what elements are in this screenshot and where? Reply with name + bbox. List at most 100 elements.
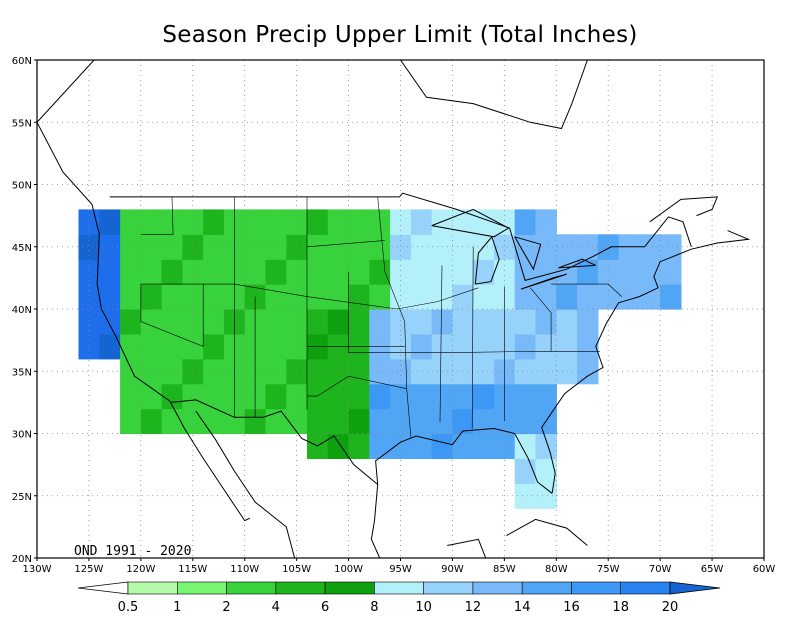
precip-cell — [390, 209, 412, 235]
precip-cell — [369, 383, 391, 410]
precip-cell — [597, 234, 620, 260]
colorbar-label: 2 — [222, 600, 230, 615]
colorbar-label: 12 — [465, 600, 482, 615]
precip-cell — [473, 309, 495, 335]
coastline — [558, 258, 597, 269]
precip-cell — [431, 209, 454, 235]
precip-cell — [182, 234, 204, 260]
precip-cell — [410, 408, 433, 435]
x-tick-label: 90W — [441, 564, 464, 575]
precip-cell — [514, 234, 537, 260]
precip-cell — [514, 259, 537, 285]
precip-cell — [410, 309, 433, 335]
state-border — [307, 375, 407, 397]
precip-cell — [431, 408, 454, 435]
precip-cell — [369, 309, 391, 335]
precip-cell — [140, 358, 163, 385]
colorbar-label: 6 — [321, 600, 329, 615]
precip-cell — [431, 259, 454, 285]
colorbar-box — [226, 581, 277, 595]
precip-cell — [307, 209, 329, 235]
state-border — [140, 283, 479, 310]
precip-cell — [327, 209, 350, 235]
coastline — [649, 196, 719, 223]
precip-cell — [514, 408, 537, 435]
colorbar-box — [620, 581, 671, 595]
x-tick-label: 70W — [649, 564, 672, 575]
precip-cell — [535, 333, 557, 360]
precip-cell — [431, 309, 454, 335]
precip-cell — [660, 259, 682, 285]
precip-cell — [161, 333, 183, 360]
precip-cell — [161, 259, 183, 285]
coastline — [514, 236, 542, 271]
precip-cell — [452, 358, 474, 385]
state-border — [439, 265, 443, 423]
precip-cell — [473, 358, 495, 385]
colorbar-low-arrow — [77, 581, 129, 595]
precip-cell — [431, 333, 454, 360]
longitude-ticks: 130W 125W 120W 115W 110W 105W 100W 95W 90W 85W 80W… — [23, 558, 775, 575]
x-tick-label: 80W — [545, 564, 568, 575]
precip-cell — [78, 259, 100, 285]
precip-cell — [410, 234, 433, 260]
y-tick-label: 40N — [12, 305, 32, 316]
precip-cell — [556, 259, 578, 285]
precip-cell — [390, 383, 412, 410]
precip-cell — [473, 209, 495, 235]
precip-cell — [514, 358, 537, 385]
precip-cell — [120, 408, 142, 435]
precip-cell — [639, 259, 661, 285]
precip-cell — [431, 383, 454, 410]
precip-cell — [410, 383, 433, 410]
precip-cell — [327, 433, 350, 459]
precip-cell — [140, 309, 163, 335]
coastline — [400, 60, 588, 130]
precip-field — [78, 209, 682, 509]
precip-cell — [514, 383, 537, 410]
x-tick-label: 120W — [126, 564, 155, 575]
precip-cell — [535, 284, 557, 310]
precip-cell — [348, 408, 370, 435]
precip-cell — [410, 333, 433, 360]
coastline — [474, 235, 500, 285]
precip-cell — [577, 309, 599, 335]
precip-cell — [452, 433, 474, 459]
precip-cell — [140, 209, 163, 235]
coastline — [370, 484, 381, 558]
coastline — [431, 208, 510, 238]
precip-cell — [140, 333, 163, 360]
precip-cell — [597, 259, 620, 285]
precip-cell — [535, 209, 557, 235]
precip-cell — [140, 383, 163, 410]
precip-cell — [161, 383, 183, 410]
precip-cell — [348, 234, 370, 260]
precip-cell — [286, 383, 308, 410]
precip-cell — [639, 234, 661, 260]
precip-cell — [473, 284, 495, 310]
precip-cell — [99, 209, 121, 235]
precip-cell — [244, 234, 267, 260]
precip-cell — [452, 234, 474, 260]
x-tick-label: 105W — [282, 564, 311, 575]
precip-cell — [535, 483, 557, 509]
precip-cell — [369, 433, 391, 459]
precip-cell — [473, 333, 495, 360]
precip-cell — [203, 259, 225, 285]
precip-cell — [494, 408, 516, 435]
precip-cell — [390, 259, 412, 285]
precip-cell — [327, 234, 350, 260]
precip-cell — [203, 358, 225, 385]
precip-cell — [140, 408, 163, 435]
precip-cell — [182, 309, 204, 335]
precip-cell — [514, 309, 537, 335]
precip-cell — [265, 209, 287, 235]
precip-cell — [120, 383, 142, 410]
precip-cell — [577, 333, 599, 360]
state-border — [348, 271, 600, 353]
precip-cell — [639, 284, 661, 310]
x-tick-label: 110W — [230, 564, 259, 575]
x-tick-label: 75W — [597, 564, 620, 575]
x-tick-label: 125W — [74, 564, 103, 575]
